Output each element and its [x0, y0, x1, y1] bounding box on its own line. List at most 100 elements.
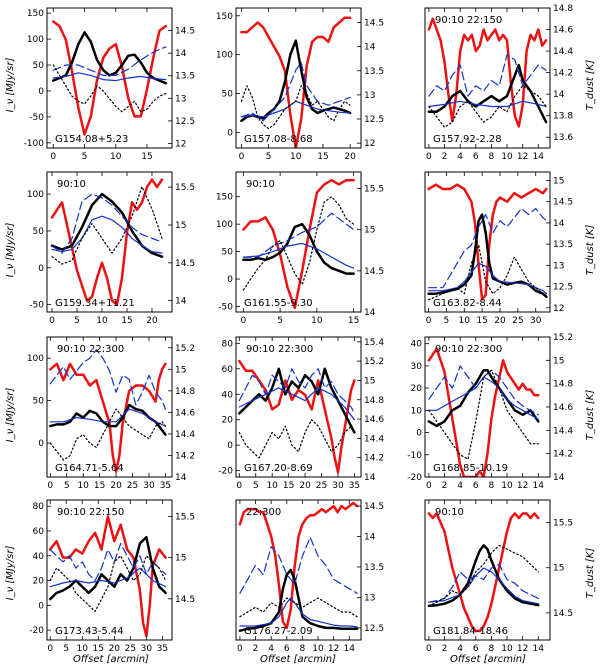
series-i-dotted [242, 196, 355, 291]
x-tick-label: 0 [426, 644, 432, 654]
panel-9: 0 2 4 6 8 10 12 14-20-100102030401414.214.414.6… [407, 333, 573, 491]
panel-series [50, 178, 164, 306]
x-tick-label: 10 [77, 644, 89, 654]
panel-series [242, 178, 355, 310]
panel-3: 0 2 4 6 8 10 12 14 13.6 13.8 14 14.2 14.4 14.6 14.8 G15… [424, 4, 573, 162]
panel-annotation: 90:10 22:300 [435, 344, 502, 355]
y2-tick-label: 12.5 [553, 283, 573, 293]
x-tick-label: 20 [299, 481, 311, 491]
y2-tick-label: 14.5 [364, 18, 384, 28]
x-tick-label: 0 [426, 152, 432, 162]
panel-frame [46, 336, 173, 478]
y2-tick-label: 15.5 [175, 183, 195, 193]
x-tick-label: 12 [517, 644, 528, 654]
series-i-dotted [428, 244, 548, 301]
x-tick-label: 6 [473, 644, 479, 654]
x-tick-label: 0 [237, 644, 243, 654]
y2-tick-label: 14.8 [364, 396, 384, 406]
x-tick-label: 2 [442, 644, 448, 654]
x-tick-label: 0 [426, 316, 432, 326]
y-tick-label: 0 [416, 429, 422, 439]
y-tick-label: 80 [33, 502, 45, 512]
panel-series [49, 349, 167, 473]
y2-tick-label: 13.8 [553, 112, 573, 122]
series-i-dotted [428, 369, 539, 460]
y2-tick-label: 15 [364, 376, 375, 386]
x-tick-label: 12 [517, 481, 528, 491]
panel-frame [235, 499, 362, 641]
y-tick-label: -50 [29, 301, 44, 311]
panel-name-label: G181.84-18.46 [433, 626, 508, 637]
ylabel-right-row3: T_dust [K] [585, 390, 596, 441]
x-tick-label: 14 [344, 644, 356, 654]
series-i-blue-dashed [428, 563, 539, 603]
y-tick-label: 50 [33, 397, 45, 407]
y2-tick-label: 14.5 [364, 267, 384, 277]
x-tick-label: 10 [459, 316, 471, 326]
y-tick-label: 60 [33, 527, 45, 537]
series-t-dust [427, 347, 540, 477]
x-tick-label: 2 [442, 152, 448, 162]
y2-tick-label: 14.2 [553, 69, 573, 79]
series-t-dust [238, 501, 359, 630]
panel-annotation: 90:10 [246, 179, 275, 190]
y2-tick-label: 14.8 [553, 380, 573, 390]
y-tick-label: 20 [411, 384, 423, 394]
panel-series [238, 359, 356, 474]
series-t-dust [242, 178, 355, 310]
y2-tick-label: 15.5 [175, 512, 195, 522]
xlabel-col2: Offset [arcmin] [260, 654, 336, 665]
x-tick-label: 4 [268, 644, 274, 654]
x-tick-label: 0 [236, 481, 242, 491]
x-tick-label: 15 [94, 481, 105, 491]
x-tick-label: 25 [125, 644, 136, 654]
x-tick-label: 4 [457, 644, 463, 654]
x-tick-label: 15 [348, 316, 359, 326]
series-i-blue [238, 387, 355, 421]
y2-tick-label: 14 [175, 49, 187, 59]
x-tick-label: 4 [457, 481, 463, 491]
y2-tick-label: 13.5 [553, 240, 573, 250]
panel-8: 0 5 10 15 20 25 30 35-200204060801414.214.414.6… [218, 336, 384, 491]
series-i-black [427, 369, 540, 428]
y2-tick-label: 14.8 [553, 4, 573, 14]
panel-name-label: G164.71-5.64 [55, 463, 124, 474]
series-i-blue [49, 408, 166, 427]
x-tick-label: 5 [444, 316, 450, 326]
y-tick-label: 0 [38, 601, 44, 611]
x-tick-label: 10 [312, 644, 324, 654]
y2-tick-label: 14.4 [553, 426, 573, 436]
y-tick-label: -50 [218, 303, 233, 313]
y2-tick-label: 15 [364, 226, 375, 236]
x-tick-label: 20 [344, 152, 356, 162]
y-tick-label: 100 [216, 220, 233, 230]
y2-tick-label: 14 [553, 473, 565, 483]
y2-tick-label: 14.6 [553, 403, 573, 413]
y-tick-label: 50 [222, 90, 234, 100]
panel-series [427, 183, 548, 301]
y-tick-label: 50 [33, 227, 45, 237]
panel-frame [424, 7, 551, 149]
ylabel-right-row4: T_dust [K] [585, 548, 596, 599]
y2-tick-label: 14 [364, 308, 376, 318]
x-tick-label: 20 [494, 316, 506, 326]
panel-annotation: 90:10 22:300 [246, 344, 313, 355]
series-i-black [52, 31, 168, 85]
x-tick-label: 10 [96, 316, 108, 326]
series-i-black [48, 535, 167, 601]
x-tick-label: 30 [141, 644, 153, 654]
y2-tick-label: 15.5 [364, 184, 384, 194]
x-tick-label: 4 [457, 152, 463, 162]
x-tick-label: 8 [489, 644, 495, 654]
panel-name-label: G173.43-5.44 [55, 626, 124, 637]
y2-tick-label: 13 [175, 94, 186, 104]
x-tick-label: 15 [141, 152, 152, 162]
y-tick-label: 60 [222, 365, 234, 375]
series-i-dotted [240, 85, 351, 130]
x-tick-label: 5 [82, 152, 88, 162]
series-i-black [240, 39, 352, 123]
series-i-black [238, 568, 359, 632]
x-tick-label: 15 [283, 481, 294, 491]
y-tick-label: 40 [411, 340, 423, 350]
x-tick-label: 0 [49, 316, 55, 326]
